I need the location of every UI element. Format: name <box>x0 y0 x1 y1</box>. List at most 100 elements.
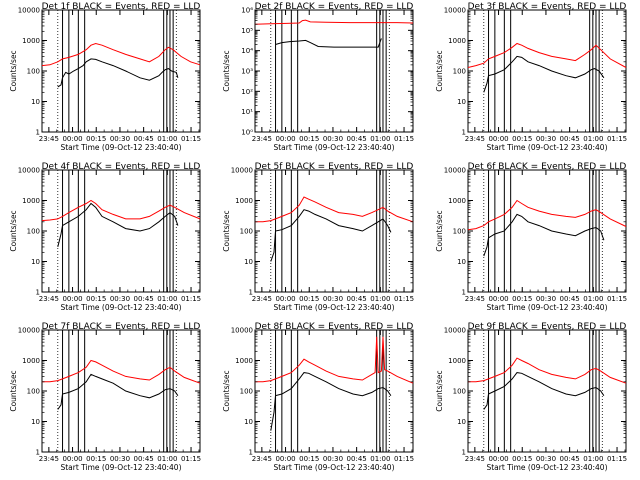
y-axis-label: Counts/sec <box>222 50 231 91</box>
x-tick-label: 01:00 <box>583 135 603 143</box>
y-tick-label: 100 <box>453 228 466 236</box>
series-line-events <box>483 372 605 410</box>
series-line-events <box>270 209 392 262</box>
x-tick-label: 01:00 <box>370 455 390 463</box>
y-tick-label: 1 <box>36 289 40 297</box>
chart-title: Det 5f BLACK = Events, RED = LLD <box>255 162 414 172</box>
x-tick-label: 00:45 <box>347 455 367 463</box>
y-tick-label: 10000 <box>444 327 466 335</box>
y-tick-label: 1 <box>462 129 466 137</box>
y-tick-label: 10⁶ <box>241 7 253 15</box>
x-tick-label: 00:15 <box>86 295 106 303</box>
x-axis-label: Start Time (09-Oct-12 23:40:40) <box>486 463 607 472</box>
chart-title: Det 6f BLACK = Events, RED = LLD <box>468 162 627 172</box>
x-tick-label: 00:15 <box>512 455 532 463</box>
series-line-events <box>57 202 179 248</box>
chart-panel: Det 1f BLACK = Events, RED = LLD 1 10 100 10… <box>9 2 201 152</box>
x-tick-label: 00:00 <box>62 295 82 303</box>
y-tick-label: 10000 <box>18 167 40 175</box>
x-tick-label: 00:15 <box>86 135 106 143</box>
x-tick-label: 23:45 <box>465 455 485 463</box>
series-line-events <box>57 58 179 88</box>
y-tick-label: 10 <box>31 98 40 106</box>
y-tick-label: 10000 <box>444 167 466 175</box>
chart-title: Det 3f BLACK = Events, RED = LLD <box>468 2 627 12</box>
x-tick-label: 01:00 <box>370 135 390 143</box>
y-axis-label: Counts/sec <box>9 50 18 91</box>
y-tick-label: 10 <box>244 258 253 266</box>
x-tick-label: 00:15 <box>299 455 319 463</box>
x-axis-label: Start Time (09-Oct-12 23:40:40) <box>486 303 607 312</box>
x-tick-label: 23:45 <box>39 135 59 143</box>
x-tick-label: 00:00 <box>62 455 82 463</box>
y-axis-label: Counts/sec <box>9 210 18 251</box>
y-axis-label: Counts/sec <box>222 210 231 251</box>
x-tick-label: 00:15 <box>512 135 532 143</box>
x-tick-label: 00:30 <box>110 455 130 463</box>
y-tick-label: 1000 <box>22 357 40 365</box>
y-tick-label: 1000 <box>235 197 253 205</box>
y-tick-label: 10 <box>31 418 40 426</box>
series-line-events <box>275 38 382 48</box>
y-tick-label: 1000 <box>22 197 40 205</box>
y-tick-label: 10000 <box>231 167 253 175</box>
x-tick-label: 01:00 <box>583 295 603 303</box>
y-tick-label: 10¹ <box>241 108 253 116</box>
x-tick-label: 01:00 <box>157 295 177 303</box>
x-tick-label: 23:45 <box>39 295 59 303</box>
x-tick-label: 00:45 <box>347 295 367 303</box>
x-tick-label: 00:45 <box>347 135 367 143</box>
y-tick-label: 100 <box>27 228 40 236</box>
x-axis-label: Start Time (09-Oct-12 23:40:40) <box>273 143 394 152</box>
x-tick-label: 00:00 <box>275 135 295 143</box>
x-tick-label: 00:15 <box>299 295 319 303</box>
x-tick-label: 00:45 <box>560 295 580 303</box>
x-tick-label: 00:30 <box>110 295 130 303</box>
chart-panel: Det 5f BLACK = Events, RED = LLD 1 10 100 10… <box>222 162 414 312</box>
chart-panel: Det 3f BLACK = Events, RED = LLD 1 10 100 10… <box>435 2 627 152</box>
chart-panel: Det 2f BLACK = Events, RED = LLD 10⁰ 10¹ 10… <box>222 2 414 152</box>
x-tick-label: 00:30 <box>323 455 343 463</box>
y-axis-label: Counts/sec <box>435 370 444 411</box>
x-tick-label: 00:45 <box>134 295 154 303</box>
x-tick-label: 00:45 <box>560 135 580 143</box>
series-line-events <box>57 373 179 410</box>
x-tick-label: 01:15 <box>394 295 414 303</box>
y-tick-label: 1000 <box>448 197 466 205</box>
y-tick-label: 10000 <box>18 327 40 335</box>
y-tick-label: 100 <box>453 68 466 76</box>
y-tick-label: 10 <box>244 418 253 426</box>
series-line-lld <box>42 359 201 384</box>
chart-panel: Det 8f BLACK = Events, RED = LLD 1 10 100 10… <box>222 322 414 472</box>
y-tick-label: 10 <box>457 418 466 426</box>
x-tick-label: 01:15 <box>181 135 201 143</box>
x-tick-label: 00:30 <box>536 455 556 463</box>
y-tick-label: 1000 <box>235 357 253 365</box>
x-tick-label: 00:15 <box>512 295 532 303</box>
chart-title: Det 4f BLACK = Events, RED = LLD <box>42 162 201 172</box>
x-axis-label: Start Time (09-Oct-12 23:40:40) <box>60 303 181 312</box>
y-tick-label: 10⁴ <box>241 47 253 55</box>
x-tick-label: 01:15 <box>607 135 627 143</box>
y-axis-label: Counts/sec <box>435 50 444 91</box>
y-tick-label: 1 <box>462 449 466 457</box>
chart-title: Det 2f BLACK = Events, RED = LLD <box>255 2 414 12</box>
y-tick-label: 1 <box>249 449 253 457</box>
x-tick-label: 01:15 <box>607 295 627 303</box>
y-tick-label: 10000 <box>18 7 40 15</box>
chart-panel: Det 7f BLACK = Events, RED = LLD 1 10 100 10… <box>9 322 201 472</box>
x-tick-label: 00:30 <box>110 135 130 143</box>
x-tick-label: 00:45 <box>560 455 580 463</box>
series-line-lld <box>468 357 627 384</box>
x-axis-label: Start Time (09-Oct-12 23:40:40) <box>486 143 607 152</box>
x-tick-label: 01:00 <box>157 135 177 143</box>
x-tick-label: 00:30 <box>323 135 343 143</box>
x-tick-label: 00:15 <box>86 455 106 463</box>
y-axis-label: Counts/sec <box>9 370 18 411</box>
series-line-lld <box>255 336 414 384</box>
x-axis-label: Start Time (09-Oct-12 23:40:40) <box>273 303 394 312</box>
x-tick-label: 01:15 <box>394 135 414 143</box>
chart-title: Det 1f BLACK = Events, RED = LLD <box>42 2 201 12</box>
y-axis-label: Counts/sec <box>222 370 231 411</box>
